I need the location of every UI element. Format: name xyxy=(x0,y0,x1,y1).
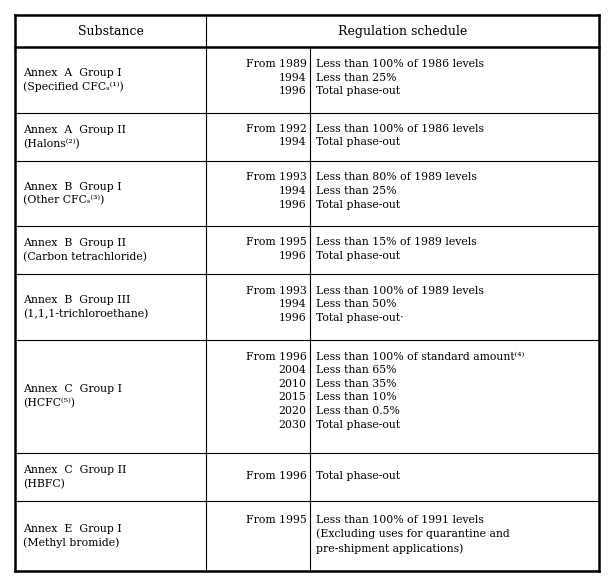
Text: Annex  A  Group I
(Specified CFCₛ⁽¹⁾): Annex A Group I (Specified CFCₛ⁽¹⁾) xyxy=(23,68,123,93)
Text: Annex  B  Group II
(Carbon tetrachloride): Annex B Group II (Carbon tetrachloride) xyxy=(23,239,147,263)
Text: From 1992
1994: From 1992 1994 xyxy=(246,124,306,147)
Text: Substance: Substance xyxy=(77,25,144,38)
Text: Less than 100% of 1991 levels
(Excluding uses for quarantine and
pre-shipment ap: Less than 100% of 1991 levels (Excluding… xyxy=(316,515,510,554)
Text: From 1996
2004
2010
2015
2020
2030: From 1996 2004 2010 2015 2020 2030 xyxy=(246,352,306,430)
Text: Regulation schedule: Regulation schedule xyxy=(338,25,467,38)
Text: Less than 100% of 1986 levels
Less than 25%
Total phase-out: Less than 100% of 1986 levels Less than … xyxy=(316,59,484,96)
Text: From 1993
1994
1996: From 1993 1994 1996 xyxy=(246,286,306,323)
Text: From 1993
1994
1996: From 1993 1994 1996 xyxy=(246,172,306,210)
Text: Less than 100% of standard amount⁽⁴⁾
Less than 65%
Less than 35%
Less than 10%
L: Less than 100% of standard amount⁽⁴⁾ Les… xyxy=(316,352,524,430)
Text: Total phase-out: Total phase-out xyxy=(316,472,400,482)
Text: From 1995: From 1995 xyxy=(246,515,306,525)
Text: From 1995
1996: From 1995 1996 xyxy=(246,237,306,261)
Text: Annex  B  Group I
(Other CFCₛ⁽³⁾): Annex B Group I (Other CFCₛ⁽³⁾) xyxy=(23,182,122,206)
Text: Less than 15% of 1989 levels
Total phase-out: Less than 15% of 1989 levels Total phase… xyxy=(316,237,477,261)
Text: Less than 100% of 1989 levels
Less than 50%
Total phase-out·: Less than 100% of 1989 levels Less than … xyxy=(316,286,484,323)
Text: Less than 80% of 1989 levels
Less than 25%
Total phase-out: Less than 80% of 1989 levels Less than 2… xyxy=(316,172,477,210)
Text: Annex  C  Group II
(HBFC): Annex C Group II (HBFC) xyxy=(23,465,126,489)
Text: From 1996: From 1996 xyxy=(246,472,306,482)
Text: Annex  E  Group I
(Methyl bromide): Annex E Group I (Methyl bromide) xyxy=(23,524,122,548)
Text: From 1989
1994
1996: From 1989 1994 1996 xyxy=(246,59,306,96)
Text: Annex  B  Group III
(1,1,1-trichloroethane): Annex B Group III (1,1,1-trichloroethane… xyxy=(23,295,148,319)
Text: Annex  C  Group I
(HCFC⁽⁵⁾): Annex C Group I (HCFC⁽⁵⁾) xyxy=(23,384,122,408)
Text: Less than 100% of 1986 levels
Total phase-out: Less than 100% of 1986 levels Total phas… xyxy=(316,124,484,147)
Text: Annex  A  Group II
(Halons⁽²⁾): Annex A Group II (Halons⁽²⁾) xyxy=(23,125,126,149)
